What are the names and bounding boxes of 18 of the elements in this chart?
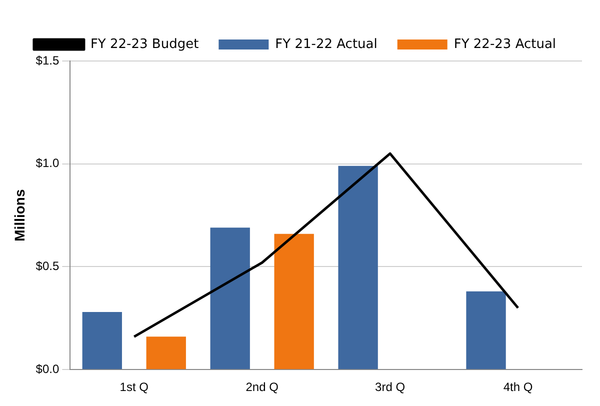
y-tick-label: $1.5 (36, 53, 60, 68)
legend-label: FY 21-22 Actual (275, 36, 378, 52)
y-axis-title: Millions (11, 189, 28, 242)
bar (146, 336, 186, 370)
x-tick-label: 4th Q (503, 380, 533, 394)
x-tick-label: 1st Q (120, 380, 148, 394)
legend-label: FY 22-23 Budget (90, 36, 199, 52)
bar (466, 291, 506, 370)
y-tick-label: $0.5 (36, 259, 60, 274)
bar (82, 312, 122, 370)
x-tick-label: 2nd Q (246, 380, 278, 394)
bar (338, 166, 378, 370)
legend-label: FY 22-23 Actual (454, 36, 556, 52)
x-tick-label: 3rd Q (375, 380, 406, 394)
bar (210, 228, 250, 370)
y-tick-label: $0.0 (36, 362, 60, 376)
bar (274, 234, 314, 370)
y-tick-label: $1.0 (36, 156, 60, 170)
